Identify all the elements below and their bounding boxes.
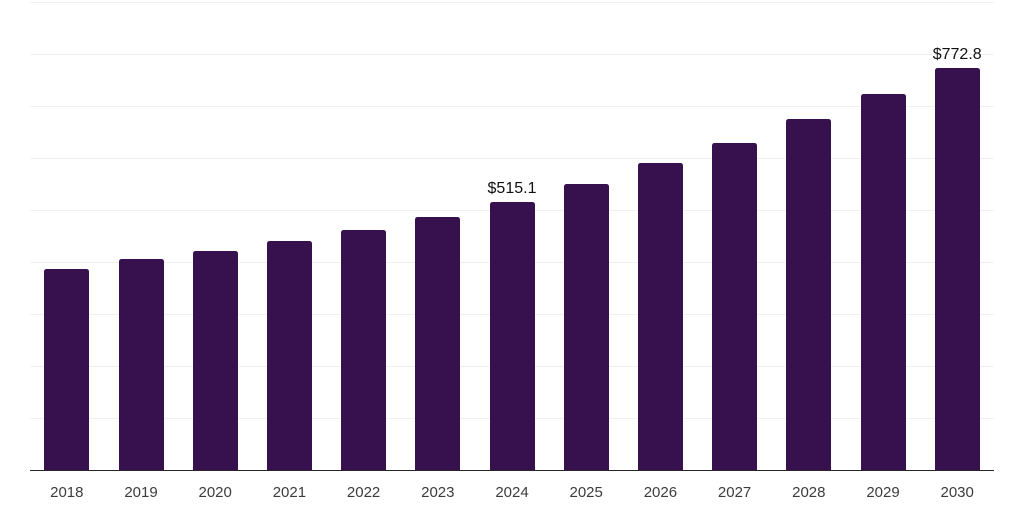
x-axis-label-2019: 2019: [124, 484, 158, 501]
x-axis-label-2027: 2027: [717, 484, 752, 501]
bar-2024: [489, 202, 535, 470]
x-axis-label-2024: 2024: [495, 484, 529, 501]
bar-2021: [266, 241, 312, 470]
bar-value-label-2024: $515.1: [487, 180, 537, 198]
bar-2030: [934, 68, 980, 470]
gridline-900: [30, 2, 994, 3]
bar-2028: [786, 119, 832, 470]
plot-area: $515.1 $772.8: [30, 2, 994, 471]
bar-2020: [192, 250, 238, 470]
bar-2022: [341, 230, 387, 470]
bar-value-label-2030: $772.8: [932, 46, 982, 64]
bar-2023: [415, 216, 461, 470]
x-axis-line: [30, 469, 994, 471]
x-axis-label-2020: 2020: [198, 484, 232, 501]
gridline-800: [30, 54, 994, 55]
bar-2027: [712, 143, 758, 470]
bar-2029: [860, 93, 906, 470]
gridline-700: [30, 106, 994, 107]
x-axis-label-2028: 2028: [792, 484, 826, 501]
x-axis-label-2022: 2022: [346, 484, 381, 501]
bar-2025: [563, 183, 609, 470]
gridline-600: [30, 158, 994, 159]
x-axis-label-2030: 2030: [940, 484, 974, 501]
x-axis-label-2021: 2021: [272, 484, 307, 501]
bar-2019: [118, 259, 164, 470]
bar-2026: [637, 163, 683, 470]
x-axis-label-2029: 2029: [866, 484, 900, 501]
x-axis-label-2018: 2018: [50, 484, 84, 501]
bar-2018: [44, 268, 90, 470]
x-axis-label-2023: 2023: [421, 484, 455, 501]
x-axis-label-2026: 2026: [643, 484, 678, 501]
x-axis-label-2025: 2025: [569, 484, 603, 501]
